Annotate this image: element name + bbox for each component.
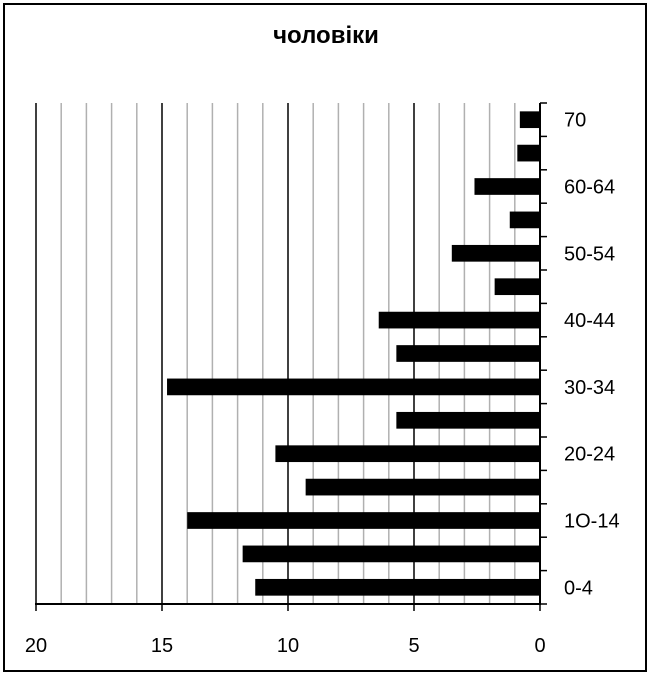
- bar-40-44: [379, 312, 540, 329]
- y-category-label: 20-24: [564, 444, 615, 466]
- bar-35-39: [396, 345, 540, 362]
- bar-0-4: [255, 579, 540, 596]
- bar-25-29: [396, 412, 540, 429]
- x-tick-label: 20: [25, 635, 47, 657]
- bar-45-49: [495, 278, 540, 295]
- x-tick-label: 0: [534, 635, 545, 657]
- bar-50-54: [452, 245, 540, 262]
- bar-5-9: [243, 546, 540, 563]
- x-tick-label: 15: [151, 635, 173, 657]
- x-tick-label: 5: [408, 635, 419, 657]
- y-category-label: 0-4: [564, 577, 593, 599]
- y-category-label: 70: [564, 110, 586, 132]
- y-category-label: 60-64: [564, 177, 615, 199]
- y-category-label: 30-34: [564, 377, 615, 399]
- y-category-label: 40-44: [564, 310, 615, 332]
- bar-65-69: [517, 145, 540, 162]
- bar-20-24: [275, 445, 540, 462]
- bar-70: [520, 111, 540, 128]
- bar-55-59: [510, 212, 540, 229]
- bar-1O-14: [187, 512, 540, 529]
- x-tick-label: 10: [277, 635, 299, 657]
- bar-15-19: [306, 479, 540, 496]
- y-category-label: 50-54: [564, 243, 615, 265]
- bar-30-34: [167, 379, 540, 396]
- y-category-label: 1O-14: [564, 511, 620, 533]
- bar-60-64: [474, 178, 540, 195]
